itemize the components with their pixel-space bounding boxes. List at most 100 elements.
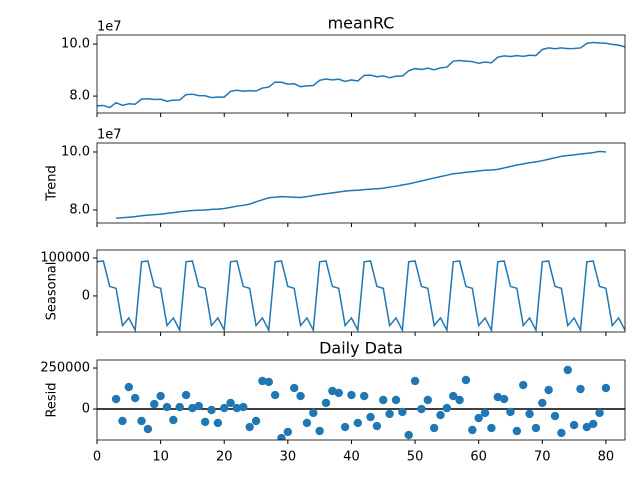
scatter-point [328,386,337,396]
scatter-point [576,384,585,394]
x-tick-label: 0 [93,450,101,465]
scatter-point [169,415,178,425]
scatter-point [296,391,305,401]
x-tick-label: 70 [534,450,551,465]
scatter-point [499,394,509,404]
scatter-point [226,398,235,408]
scatter-point [480,408,490,418]
scatter-point [487,423,496,433]
chart-title: meanRC [328,14,395,33]
scatter-point [353,418,363,428]
scatter-point [277,433,286,440]
scatter-point [563,365,572,375]
scatter-point [207,405,216,415]
scatter-point [461,375,471,385]
y-tick-label: 0 [82,402,90,417]
y-tick-label: 0 [82,288,90,303]
y-axis-label: Seasonal [45,262,60,321]
chart-title: Daily Data [319,339,403,358]
scatter-point [321,398,331,408]
data-line [97,260,625,332]
scatter-point [181,390,191,400]
scatter-point [188,403,197,413]
scatter-point [550,411,560,421]
scatter-point [232,403,242,413]
scatter-point [512,426,522,436]
scatter-point [379,395,388,405]
axes-frame [96,142,626,224]
scatter-point [557,428,566,438]
scatter-point [595,408,604,418]
scatter-point [455,395,464,405]
scatter-point [404,430,413,440]
y-tick-label: 10.0 [61,144,90,159]
scatter-point [474,413,483,423]
x-tick-label: 20 [216,450,233,465]
y-tick-label: 8.0 [69,202,90,217]
scatter-point [118,416,127,426]
scatter-point [442,403,452,413]
scatter-point [334,388,343,398]
scatter-point [525,409,534,419]
scatter-point [220,403,229,413]
scatter-point [264,377,273,387]
scatter-point [544,385,553,395]
scatter-point [315,426,324,436]
x-tick-label: 60 [470,450,487,465]
data-line [116,150,606,219]
x-tick-label: 10 [152,450,169,465]
scatter-point [519,380,528,390]
scatter-point [391,395,401,405]
scatter-point [251,416,261,426]
scatter-point [347,390,356,400]
x-tick-label: 40 [343,450,360,465]
scatter-point [137,416,146,426]
axes-frame [96,359,626,441]
offset-label: 1e7 [97,128,122,143]
scatter-point [200,417,210,427]
x-tick-label: 80 [598,450,615,465]
scatter-point [436,410,445,420]
y-tick-label: 8.0 [69,89,90,104]
scatter-point [156,391,165,401]
scatter-point [385,409,394,419]
scatter-point [582,422,592,432]
scatter-point [309,408,318,418]
scatter-point [531,423,541,433]
scatter-point [124,382,134,392]
scatter-point [398,407,407,417]
y-tick-label: 100000 [40,250,90,265]
scatter-point [245,422,254,432]
scatter-point [506,407,515,417]
scatter-point [340,422,350,432]
scatter-point [569,420,579,430]
scatter-point [410,376,420,386]
data-line [97,41,625,109]
scatter-point [162,402,172,412]
scatter-point [588,419,598,429]
axes-frame [96,249,626,333]
offset-label: 1e7 [97,20,122,35]
scatter-point [213,418,223,428]
scatter-point [194,401,203,411]
scatter-point [239,402,248,412]
axes-frame [96,34,626,114]
scatter-point [283,427,293,437]
scatter-point [359,391,369,401]
scatter-point [366,412,375,422]
scatter-point [417,404,426,414]
scatter-point [449,391,458,401]
scatter-point [372,421,382,431]
scatter-point [290,383,299,393]
y-tick-label: 10.0 [61,37,90,52]
scatter-point [258,376,267,386]
scatter-point [111,394,121,404]
scatter-point [423,395,432,405]
scatter-point [429,423,439,433]
scatter-point [175,402,184,412]
y-axis-label: Resid [45,382,60,417]
x-tick-label: 30 [280,450,297,465]
scatter-point [601,383,611,393]
scatter-point [270,390,280,400]
